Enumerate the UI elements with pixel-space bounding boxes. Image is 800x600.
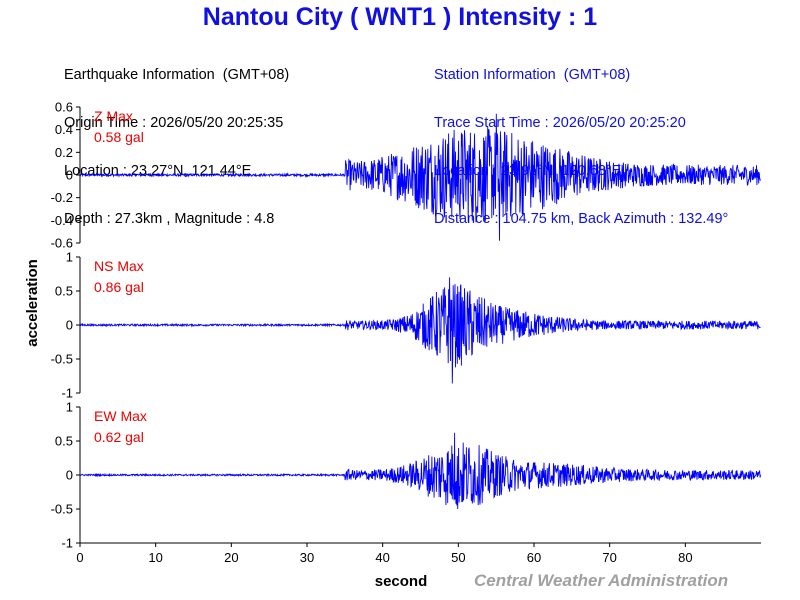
max-value: 0.58 gal <box>94 129 144 145</box>
x-tick-label: 10 <box>148 550 162 565</box>
y-tick-label: -0.4 <box>51 213 73 228</box>
x-tick-label: 50 <box>451 550 465 565</box>
max-value: 0.86 gal <box>94 279 144 295</box>
station-heading: Station Information (GMT+08) <box>434 67 631 83</box>
waveform-trace <box>79 277 761 384</box>
x-axis-label: second <box>375 573 428 590</box>
panel-2: 1 0.5 0 -0.5 -1 NS Max 0.86 gal <box>51 250 761 401</box>
panel-3: 1 0.5 0 -0.5 -1 EW Max 0.62 gal <box>51 400 761 551</box>
depth-magnitude: Depth : 27.3km , Magnitude : 4.8 <box>64 211 275 227</box>
earthquake-heading: Earthquake Information (GMT+08) <box>64 67 290 83</box>
trace-start-time: Trace Start Time : 2026/05/20 20:25:20 <box>434 115 686 131</box>
y-tick-label: 0.2 <box>55 145 73 160</box>
y-tick-label: -1 <box>61 536 73 551</box>
y-tick-label: 1 <box>66 400 73 415</box>
y-tick-label: 0.5 <box>55 434 73 449</box>
max-label: EW Max <box>94 408 147 424</box>
y-tick-label: -0.5 <box>51 352 73 367</box>
earthquake-info: Earthquake Information (GMT+08) Origin T… <box>64 35 289 243</box>
origin-time: Origin Time : 2026/05/20 20:25:35 <box>64 115 284 131</box>
y-tick-label: 0.4 <box>55 122 73 137</box>
waveform-trace <box>79 113 761 241</box>
y-tick-label: -0.2 <box>51 190 73 205</box>
panel-1: 0.6 0.4 0.2 0 -0.2 -0.4 -0.6 Z Max 0.58 gal <box>51 100 761 251</box>
x-tick-label: 80 <box>678 550 692 565</box>
y-tick-label: -1 <box>61 386 73 401</box>
x-tick-label: 30 <box>300 550 314 565</box>
y-tick-label: 0 <box>66 318 73 333</box>
y-tick-label: -0.6 <box>51 236 73 251</box>
x-tick-label: 0 <box>76 550 83 565</box>
max-label: Z Max <box>94 108 133 124</box>
credit-text: Central Weather Administration <box>474 571 729 590</box>
max-value: 0.62 gal <box>94 429 144 445</box>
y-tick-label: 0 <box>66 468 73 483</box>
y-tick-label: 1 <box>66 250 73 265</box>
x-tick-label: 60 <box>527 550 541 565</box>
waveform-trace <box>79 432 761 510</box>
max-label: NS Max <box>94 258 144 274</box>
y-axis-label: acceleration <box>24 259 41 347</box>
y-tick-label: 0 <box>66 168 73 183</box>
y-tick-label: 0.6 <box>55 100 73 115</box>
x-tick-label: 70 <box>602 550 616 565</box>
x-tick-label: 20 <box>224 550 238 565</box>
y-tick-label: -0.5 <box>51 502 73 517</box>
y-tick-label: 0.5 <box>55 284 73 299</box>
chart-title: Nantou City ( WNT1 ) Intensity : 1 <box>202 3 598 31</box>
x-tick-label: 40 <box>375 550 389 565</box>
